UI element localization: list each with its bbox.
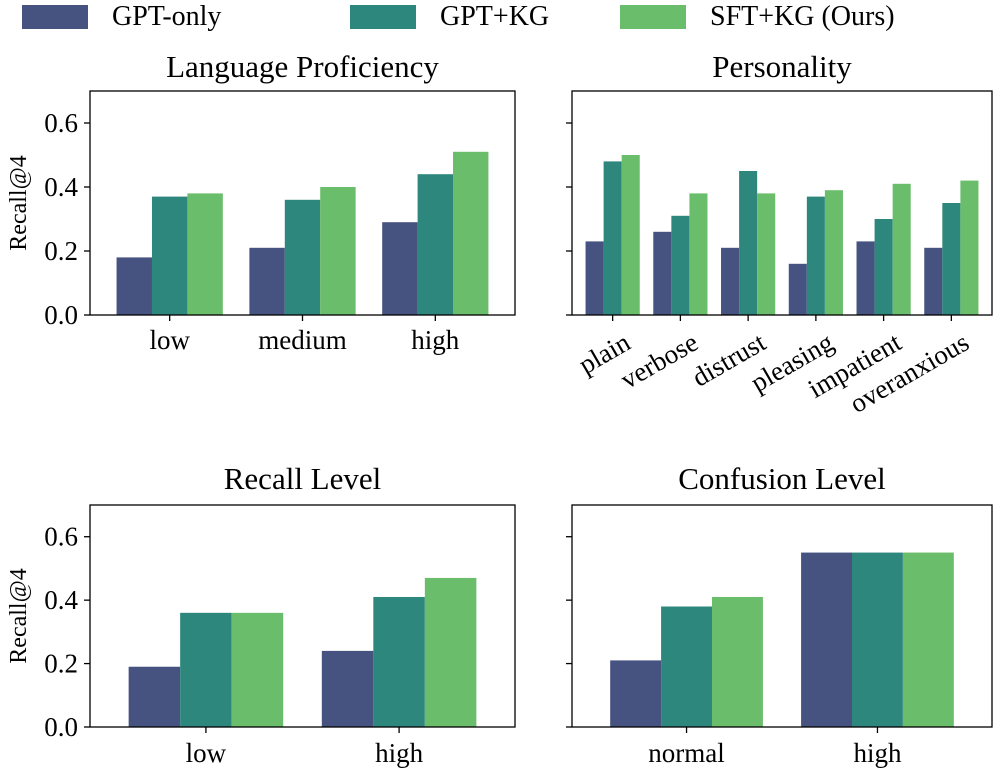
legend-swatch <box>620 5 686 29</box>
chart-title: Language Proficiency <box>166 49 439 84</box>
bar <box>788 263 807 315</box>
legend-item-sft-kg: SFT+KG (Ours) <box>620 1 895 32</box>
bar <box>924 247 943 315</box>
bar <box>603 161 622 315</box>
bar <box>180 612 232 727</box>
chart-title: Personality <box>712 49 852 84</box>
bar <box>892 183 911 315</box>
bar <box>902 552 954 727</box>
y-tick-label: 0.4 <box>44 172 78 202</box>
x-tick-label: normal <box>648 738 724 768</box>
axes-frame <box>571 90 993 316</box>
bar <box>453 151 489 315</box>
bar <box>417 174 454 315</box>
x-tick-label: high <box>411 325 460 355</box>
y-tick-label: 0.0 <box>44 712 78 742</box>
bar <box>382 222 418 315</box>
chart-panel-2: plainverbosedistrustpleasingimpatientove… <box>566 49 993 419</box>
x-tick-label: high <box>375 738 424 768</box>
legend-swatch <box>350 5 416 29</box>
bar <box>874 219 893 315</box>
bar <box>801 552 852 727</box>
bar <box>116 257 152 315</box>
legend-item-gpt-only: GPT-only <box>22 1 222 32</box>
legend-item-gpt-kg: GPT+KG <box>350 1 550 32</box>
bar <box>621 155 640 315</box>
legend-swatch <box>22 5 88 29</box>
bar <box>721 247 740 315</box>
bar <box>151 196 188 315</box>
bar <box>852 552 903 727</box>
chart-panel-4: normal high Confusion Level <box>566 461 993 768</box>
bar <box>424 577 477 727</box>
x-tick-label: high <box>853 738 902 768</box>
bar <box>320 187 356 315</box>
y-tick-label: 0.0 <box>44 300 78 330</box>
bar <box>661 606 712 727</box>
x-tick-label: low <box>149 325 190 355</box>
bar <box>249 247 285 315</box>
bar <box>187 193 223 315</box>
legend-label: SFT+KG (Ours) <box>710 1 895 32</box>
bar <box>942 203 961 315</box>
bar <box>610 660 662 727</box>
bar <box>653 231 672 315</box>
axes-frame <box>571 504 993 728</box>
bar <box>806 196 825 315</box>
y-tick-label: 0.6 <box>44 522 78 552</box>
legend-label: GPT+KG <box>440 1 550 32</box>
y-tick-label: 0.4 <box>44 585 78 615</box>
bar <box>321 650 374 727</box>
bar <box>712 596 763 727</box>
bar <box>739 171 758 315</box>
bar <box>284 199 321 315</box>
bar <box>128 666 181 727</box>
bar <box>231 612 284 727</box>
chart-legend: GPT-only GPT+KG SFT+KG (Ours) <box>0 0 996 36</box>
x-tick-label: verbose <box>615 327 703 395</box>
chart-panel-1: 0.0 0.2 0.4 0.6 low medium high Language Profic… <box>6 49 516 355</box>
y-tick-label: 0.6 <box>44 108 78 138</box>
axes-frame <box>89 504 516 728</box>
bar <box>856 241 875 315</box>
bar <box>960 180 979 315</box>
y-tick-label: 0.2 <box>44 649 78 679</box>
x-tick-label: medium <box>258 325 347 355</box>
bar <box>585 241 604 315</box>
chart-panel-3: 0.0 0.2 0.4 0.6 low high Recall Level Recall@4 <box>6 461 516 768</box>
legend-label: GPT-only <box>112 1 222 32</box>
bar <box>689 193 708 315</box>
chart-title: Confusion Level <box>678 461 886 496</box>
y-axis-label: Recall@4 <box>6 568 32 663</box>
bar <box>373 596 425 727</box>
y-tick-label: 0.2 <box>44 236 78 266</box>
bar <box>757 193 776 315</box>
x-tick-label: low <box>186 738 227 768</box>
chart-title: Recall Level <box>224 461 382 496</box>
bar <box>671 215 690 315</box>
bar <box>824 190 843 315</box>
y-axis-label: Recall@4 <box>6 155 32 250</box>
